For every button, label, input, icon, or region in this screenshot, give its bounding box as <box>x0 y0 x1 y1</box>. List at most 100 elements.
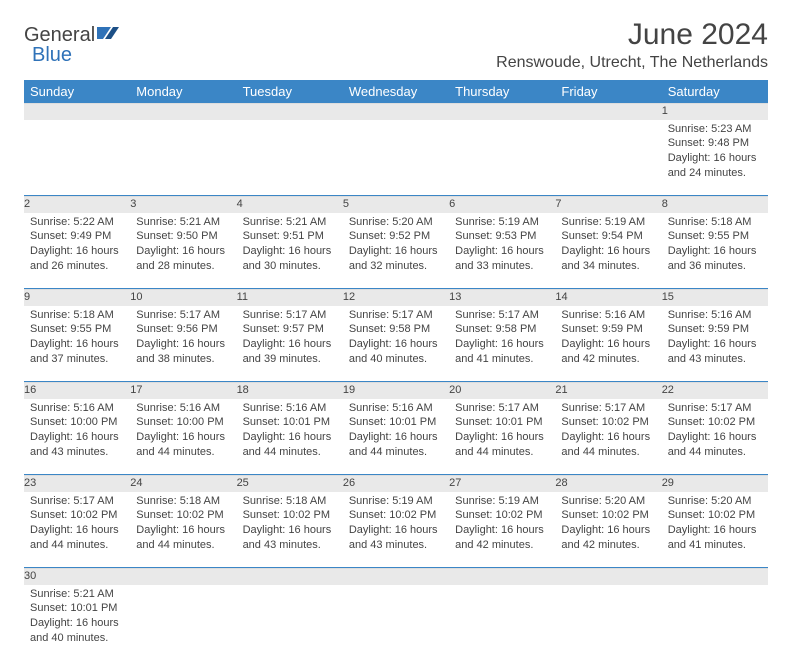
sunrise-text: Sunrise: 5:17 AM <box>349 308 443 323</box>
sunset-text: Sunset: 10:01 PM <box>349 415 443 430</box>
sunset-text: Sunset: 10:02 PM <box>243 508 337 523</box>
day-number: 25 <box>237 476 343 492</box>
sunrise-text: Sunrise: 5:18 AM <box>668 215 762 230</box>
sunset-text: Sunset: 9:51 PM <box>243 229 337 244</box>
day-number: 12 <box>343 290 449 306</box>
daylight-text-2: and 40 minutes. <box>30 631 124 646</box>
daylight-text-2: and 38 minutes. <box>136 352 230 367</box>
daylight-text-2: and 36 minutes. <box>668 259 762 274</box>
calendar-body: 1Sunrise: 5:23 AMSunset: 9:48 PMDaylight… <box>24 104 768 661</box>
sunrise-text: Sunrise: 5:16 AM <box>30 401 124 416</box>
empty-day-number <box>130 104 236 120</box>
sunrise-text: Sunrise: 5:19 AM <box>455 215 549 230</box>
daylight-text-2: and 43 minutes. <box>668 352 762 367</box>
page-title: June 2024 <box>496 18 768 52</box>
sunset-text: Sunset: 9:50 PM <box>136 229 230 244</box>
daylight-text-1: Daylight: 16 hours <box>668 430 762 445</box>
daylight-text-1: Daylight: 16 hours <box>455 337 549 352</box>
daylight-text-2: and 44 minutes. <box>136 538 230 553</box>
daylight-text-2: and 34 minutes. <box>561 259 655 274</box>
day-cell: Sunrise: 5:20 AMSunset: 10:02 PMDaylight… <box>555 492 661 557</box>
day-number: 9 <box>24 290 130 306</box>
day-cell: Sunrise: 5:16 AMSunset: 9:59 PMDaylight:… <box>555 306 661 371</box>
sunrise-text: Sunrise: 5:19 AM <box>455 494 549 509</box>
sunrise-text: Sunrise: 5:18 AM <box>136 494 230 509</box>
daylight-text-2: and 44 minutes. <box>455 445 549 460</box>
day-number: 5 <box>343 197 449 213</box>
daylight-text-2: and 33 minutes. <box>455 259 549 274</box>
empty-day-cell <box>237 120 343 196</box>
sunrise-text: Sunrise: 5:16 AM <box>349 401 443 416</box>
daylight-text-2: and 42 minutes. <box>561 538 655 553</box>
sunrise-text: Sunrise: 5:16 AM <box>561 308 655 323</box>
daylight-text-1: Daylight: 16 hours <box>136 523 230 538</box>
sunrise-text: Sunrise: 5:20 AM <box>349 215 443 230</box>
sunrise-text: Sunrise: 5:18 AM <box>243 494 337 509</box>
sunset-text: Sunset: 10:01 PM <box>30 601 124 616</box>
day-cell: Sunrise: 5:16 AMSunset: 10:00 PMDaylight… <box>24 399 130 464</box>
day-cell: Sunrise: 5:23 AMSunset: 9:48 PMDaylight:… <box>662 120 768 185</box>
sunset-text: Sunset: 10:01 PM <box>243 415 337 430</box>
daylight-text-1: Daylight: 16 hours <box>30 337 124 352</box>
daylight-text-2: and 44 minutes. <box>243 445 337 460</box>
sunrise-text: Sunrise: 5:17 AM <box>455 401 549 416</box>
day-cell: Sunrise: 5:19 AMSunset: 9:53 PMDaylight:… <box>449 213 555 278</box>
empty-day-cell <box>449 585 555 661</box>
sunset-text: Sunset: 9:48 PM <box>668 136 762 151</box>
sunset-text: Sunset: 9:57 PM <box>243 322 337 337</box>
empty-day-cell <box>237 585 343 661</box>
sunrise-text: Sunrise: 5:16 AM <box>668 308 762 323</box>
day-number: 17 <box>130 383 236 399</box>
daylight-text-1: Daylight: 16 hours <box>561 244 655 259</box>
day-cell: Sunrise: 5:17 AMSunset: 10:02 PMDaylight… <box>24 492 130 557</box>
daylight-text-2: and 32 minutes. <box>349 259 443 274</box>
sunset-text: Sunset: 10:02 PM <box>455 508 549 523</box>
daylight-text-2: and 43 minutes. <box>30 445 124 460</box>
day-cell: Sunrise: 5:17 AMSunset: 10:01 PMDaylight… <box>449 399 555 464</box>
day-number: 23 <box>24 476 130 492</box>
header: General June 2024 Renswoude, Utrecht, Th… <box>24 18 768 72</box>
sunset-text: Sunset: 10:00 PM <box>30 415 124 430</box>
daylight-text-2: and 44 minutes. <box>136 445 230 460</box>
daynum-row: 9101112131415 <box>24 290 768 306</box>
daylight-text-1: Daylight: 16 hours <box>30 616 124 631</box>
dow-tuesday: Tuesday <box>237 80 343 104</box>
daylight-text-1: Daylight: 16 hours <box>668 151 762 166</box>
dow-monday: Monday <box>130 80 236 104</box>
daylight-text-1: Daylight: 16 hours <box>243 430 337 445</box>
empty-day-number <box>662 569 768 585</box>
sunset-text: Sunset: 10:00 PM <box>136 415 230 430</box>
day-number: 13 <box>449 290 555 306</box>
empty-day-number <box>449 104 555 120</box>
sunset-text: Sunset: 10:02 PM <box>668 508 762 523</box>
day-number: 20 <box>449 383 555 399</box>
sunset-text: Sunset: 9:52 PM <box>349 229 443 244</box>
sunset-text: Sunset: 10:02 PM <box>30 508 124 523</box>
empty-day-number <box>24 104 130 120</box>
empty-day-cell <box>662 585 768 661</box>
sunset-text: Sunset: 9:55 PM <box>30 322 124 337</box>
day-number: 15 <box>662 290 768 306</box>
daylight-text-2: and 44 minutes. <box>561 445 655 460</box>
sunset-text: Sunset: 9:55 PM <box>668 229 762 244</box>
daynum-row: 23242526272829 <box>24 476 768 492</box>
day-content-row: Sunrise: 5:16 AMSunset: 10:00 PMDaylight… <box>24 399 768 475</box>
day-content-row: Sunrise: 5:17 AMSunset: 10:02 PMDaylight… <box>24 492 768 568</box>
empty-day-number <box>449 569 555 585</box>
daylight-text-1: Daylight: 16 hours <box>668 244 762 259</box>
empty-day-number <box>555 104 661 120</box>
daylight-text-2: and 37 minutes. <box>30 352 124 367</box>
daylight-text-1: Daylight: 16 hours <box>561 337 655 352</box>
day-cell: Sunrise: 5:18 AMSunset: 9:55 PMDaylight:… <box>24 306 130 371</box>
sunset-text: Sunset: 9:49 PM <box>30 229 124 244</box>
daylight-text-2: and 43 minutes. <box>243 538 337 553</box>
sunrise-text: Sunrise: 5:16 AM <box>243 401 337 416</box>
day-cell: Sunrise: 5:16 AMSunset: 10:01 PMDaylight… <box>237 399 343 464</box>
daylight-text-2: and 42 minutes. <box>561 352 655 367</box>
daylight-text-1: Daylight: 16 hours <box>349 244 443 259</box>
day-number: 30 <box>24 569 130 585</box>
daylight-text-1: Daylight: 16 hours <box>349 430 443 445</box>
dow-sunday: Sunday <box>24 80 130 104</box>
day-number: 1 <box>662 104 768 120</box>
sunrise-text: Sunrise: 5:17 AM <box>455 308 549 323</box>
